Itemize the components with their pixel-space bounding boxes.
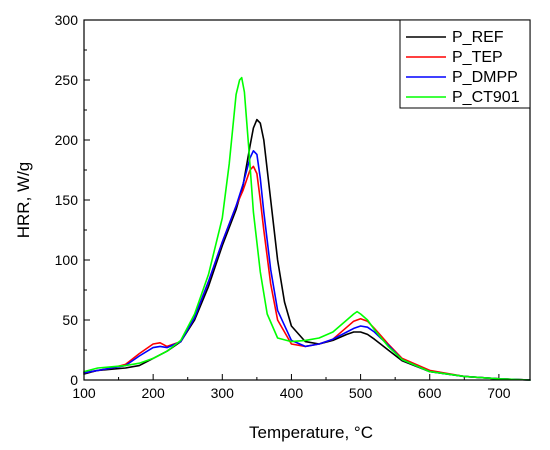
series-line-p-ct901 [83, 76, 531, 381]
legend-label-p-dmpp: P_DMPP [452, 69, 518, 86]
y-tick-label: 300 [55, 12, 79, 28]
x-axis-label: Temperature, °C [249, 423, 373, 442]
x-tick-label: 100 [72, 385, 96, 401]
series-line-p-ref [83, 118, 531, 381]
x-tick-label: 300 [211, 385, 235, 401]
y-tick-label: 100 [55, 252, 79, 268]
x-tick-label: 600 [418, 385, 442, 401]
y-tick-label: 150 [55, 192, 79, 208]
x-tick-label: 400 [280, 385, 304, 401]
legend: P_REF P_TEP P_DMPP P_CT901 [399, 19, 531, 109]
legend-box [399, 19, 531, 109]
y-axis-label: HRR, W/g [14, 162, 33, 239]
y-tick-label: 50 [62, 312, 78, 328]
x-axis-label-text: Temperature, [249, 423, 354, 442]
plot-frame [83, 19, 531, 381]
x-tick-label: 200 [141, 385, 165, 401]
x-tick-label: 700 [487, 385, 511, 401]
x-axis-label-unit: °C [354, 423, 373, 442]
series-line-p-dmpp [83, 150, 531, 381]
series-line-p-tep [83, 165, 531, 381]
y-tick-label: 200 [55, 132, 79, 148]
x-tick-label: 500 [349, 385, 373, 401]
y-tick-label: 0 [70, 372, 78, 388]
y-tick-label: 250 [55, 72, 79, 88]
legend-label-p-ct901: P_CT901 [452, 89, 520, 106]
series-layer [83, 76, 531, 381]
legend-label-p-tep: P_TEP [452, 49, 503, 66]
ticks-layer: 100 200 300 400 500 600 700 0 50 100 150 200 250 300 [55, 12, 511, 401]
legend-label-p-ref: P_REF [452, 29, 504, 46]
